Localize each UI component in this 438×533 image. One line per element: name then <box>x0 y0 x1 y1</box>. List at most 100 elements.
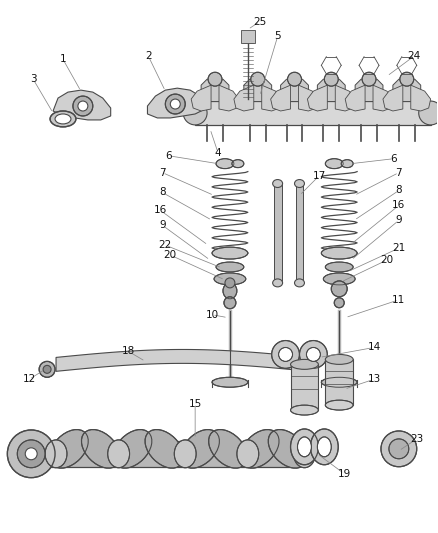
Text: 20: 20 <box>380 255 393 265</box>
Circle shape <box>208 72 222 86</box>
Circle shape <box>224 297 236 309</box>
Text: 25: 25 <box>253 17 266 27</box>
Bar <box>296 183 304 283</box>
Text: 1: 1 <box>60 54 66 64</box>
Ellipse shape <box>318 437 331 457</box>
Polygon shape <box>56 350 309 372</box>
Text: 7: 7 <box>396 167 402 177</box>
Circle shape <box>43 365 51 373</box>
Ellipse shape <box>297 437 311 457</box>
Polygon shape <box>411 85 431 111</box>
Ellipse shape <box>290 405 318 415</box>
Circle shape <box>279 348 293 361</box>
Circle shape <box>272 341 300 368</box>
Ellipse shape <box>208 430 247 468</box>
Ellipse shape <box>232 160 244 168</box>
Polygon shape <box>191 85 211 111</box>
Ellipse shape <box>45 440 67 468</box>
Ellipse shape <box>212 247 248 259</box>
Text: 16: 16 <box>392 200 406 211</box>
Text: 3: 3 <box>30 74 36 84</box>
Circle shape <box>165 94 185 114</box>
Text: 8: 8 <box>159 188 166 197</box>
Ellipse shape <box>268 430 307 468</box>
Ellipse shape <box>273 180 283 188</box>
Ellipse shape <box>55 114 71 124</box>
Polygon shape <box>318 79 345 101</box>
Polygon shape <box>298 85 318 111</box>
Text: 18: 18 <box>122 346 135 357</box>
Text: 23: 23 <box>410 434 424 444</box>
Ellipse shape <box>49 430 88 468</box>
Ellipse shape <box>223 283 237 299</box>
Circle shape <box>300 341 327 368</box>
Ellipse shape <box>321 377 357 387</box>
Text: 6: 6 <box>391 154 397 164</box>
Polygon shape <box>219 85 239 111</box>
Polygon shape <box>393 79 421 101</box>
Circle shape <box>334 298 344 308</box>
Ellipse shape <box>216 262 244 272</box>
Ellipse shape <box>290 359 318 369</box>
Ellipse shape <box>273 279 283 287</box>
Bar <box>325 359 353 405</box>
Bar <box>274 183 282 283</box>
Text: 9: 9 <box>159 220 166 230</box>
Circle shape <box>331 281 347 297</box>
Text: 24: 24 <box>407 51 420 61</box>
Text: 5: 5 <box>274 31 281 42</box>
Polygon shape <box>281 79 308 101</box>
Text: 6: 6 <box>165 151 172 161</box>
Ellipse shape <box>181 430 219 468</box>
Polygon shape <box>201 79 229 101</box>
Ellipse shape <box>174 440 196 468</box>
Circle shape <box>73 96 93 116</box>
Ellipse shape <box>321 247 357 259</box>
Ellipse shape <box>290 429 318 465</box>
Circle shape <box>307 348 320 361</box>
Ellipse shape <box>341 160 353 168</box>
Ellipse shape <box>214 273 246 285</box>
Ellipse shape <box>294 279 304 287</box>
Bar <box>195 101 431 125</box>
Text: 19: 19 <box>338 469 351 479</box>
Circle shape <box>25 448 37 460</box>
Bar <box>39 441 300 467</box>
Polygon shape <box>234 85 254 111</box>
Bar <box>241 29 255 43</box>
Polygon shape <box>53 90 111 120</box>
Bar <box>290 365 318 410</box>
Polygon shape <box>244 79 272 101</box>
Polygon shape <box>355 79 383 101</box>
Text: 21: 21 <box>392 243 406 253</box>
Text: 8: 8 <box>396 185 402 196</box>
Text: 9: 9 <box>396 215 402 225</box>
Polygon shape <box>335 85 355 111</box>
Circle shape <box>324 72 338 86</box>
Circle shape <box>225 278 235 288</box>
Circle shape <box>389 439 409 459</box>
Text: 2: 2 <box>145 51 152 61</box>
Ellipse shape <box>145 430 184 468</box>
Text: 22: 22 <box>159 240 172 250</box>
Text: 14: 14 <box>367 343 381 352</box>
Polygon shape <box>307 85 327 111</box>
Text: 16: 16 <box>154 205 167 215</box>
Text: 17: 17 <box>313 171 326 181</box>
Text: 20: 20 <box>164 250 177 260</box>
Circle shape <box>400 72 414 86</box>
Ellipse shape <box>237 440 259 468</box>
Text: 13: 13 <box>367 374 381 384</box>
Text: 10: 10 <box>205 310 219 320</box>
Polygon shape <box>373 85 393 111</box>
Circle shape <box>170 99 180 109</box>
Circle shape <box>288 72 301 86</box>
Ellipse shape <box>108 440 130 468</box>
Ellipse shape <box>81 430 120 468</box>
Ellipse shape <box>294 180 304 188</box>
Circle shape <box>7 430 55 478</box>
Polygon shape <box>148 88 205 118</box>
Polygon shape <box>271 85 290 111</box>
Circle shape <box>39 361 55 377</box>
Polygon shape <box>345 85 365 111</box>
